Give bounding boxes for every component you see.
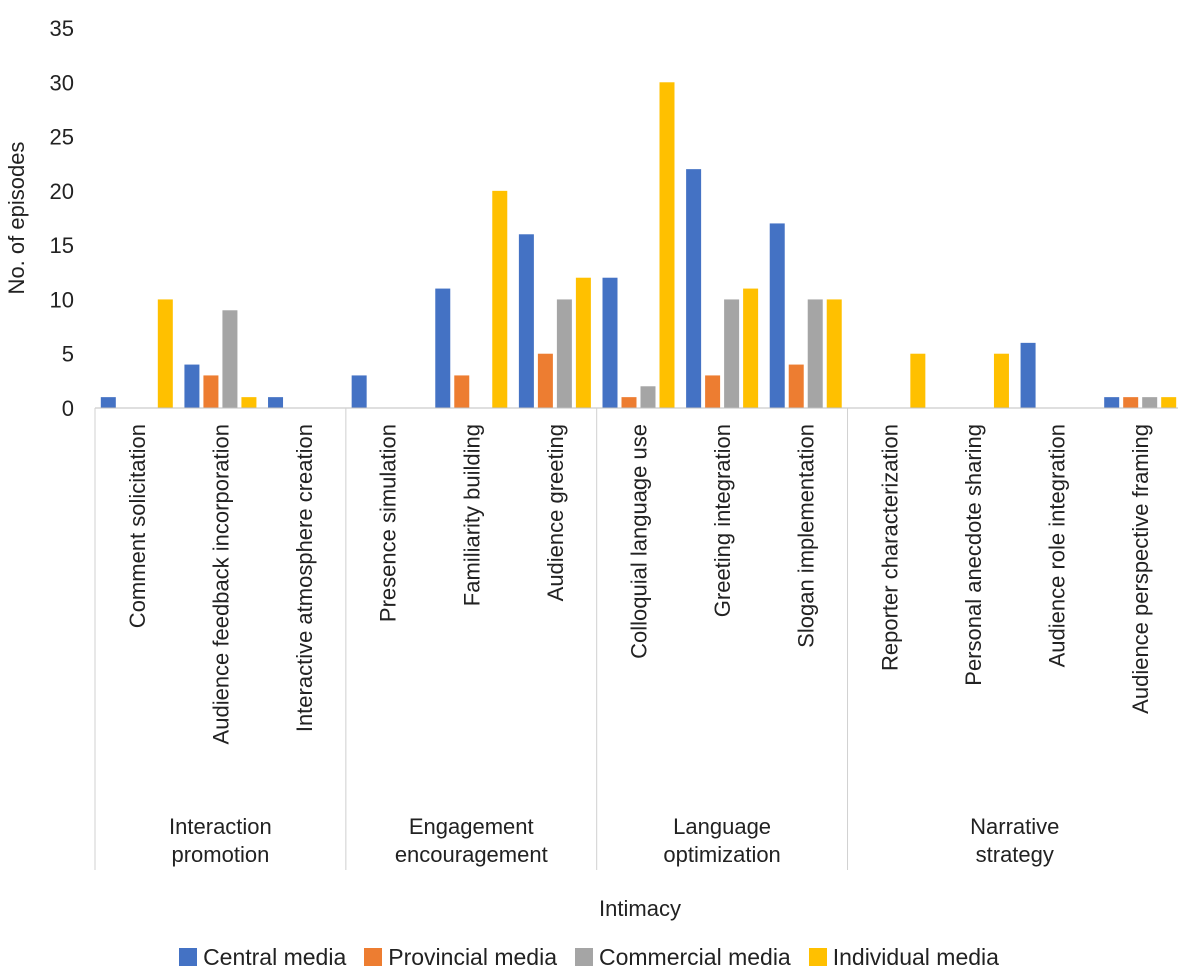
- group-label: Interaction promotion: [169, 814, 272, 867]
- legend-item: Provincial media: [364, 944, 557, 971]
- bar-provincial-media: [621, 397, 637, 408]
- bar-central-media: [686, 169, 702, 408]
- bar-central-media: [1020, 342, 1036, 408]
- x-tick-label: Audience perspective framing: [1128, 424, 1153, 714]
- x-tick-label: Personal anecdote sharing: [961, 424, 986, 686]
- bar-provincial-media: [705, 375, 721, 408]
- legend-swatch: [364, 948, 383, 966]
- x-tick-label: Reporter characterization: [877, 424, 902, 671]
- bar-central-media: [769, 223, 785, 408]
- legend-swatch: [179, 948, 198, 966]
- group-label-line: Engagement: [409, 814, 534, 839]
- group-label: Engagement encouragement: [395, 814, 548, 867]
- bar-individual-media: [826, 299, 842, 408]
- bar-central-media: [435, 288, 451, 408]
- group-label-line: strategy: [976, 842, 1054, 867]
- bar-commercial-media: [724, 299, 740, 408]
- x-tick-label: Colloquial language use: [627, 424, 652, 659]
- y-tick-label: 0: [62, 396, 74, 421]
- bar-individual-media: [157, 299, 173, 408]
- bar-individual-media: [743, 288, 759, 408]
- bar-provincial-media: [788, 364, 804, 408]
- bar-central-media: [100, 397, 116, 408]
- legend-label: Individual media: [832, 943, 999, 970]
- bar-provincial-media: [203, 375, 219, 408]
- bar-provincial-media: [537, 353, 553, 408]
- bar-commercial-media: [222, 310, 238, 408]
- legend-label: Central media: [203, 943, 347, 970]
- legend-item: Commercial media: [575, 944, 791, 971]
- x-tick-label: Slogan implementation: [794, 424, 819, 648]
- group-label: Language optimization: [663, 814, 780, 867]
- y-axis: 0 5 10 15 20 25 30 35: [50, 16, 74, 421]
- bar-commercial-media: [807, 299, 823, 408]
- x-tick-label: Audience greeting: [543, 424, 568, 601]
- bar-central-media: [351, 375, 367, 408]
- y-tick-label: 30: [50, 70, 74, 95]
- x-tick-label: Audience role integration: [1045, 424, 1070, 667]
- x-tick-label: Interactive atmosphere creation: [292, 424, 317, 732]
- group-label-line: Language: [673, 814, 771, 839]
- legend-item: Central media: [179, 944, 346, 971]
- x-tick-label: Comment solicitation: [125, 424, 150, 628]
- y-tick-label: 5: [62, 342, 74, 367]
- bar-central-media: [1104, 397, 1120, 408]
- bar-individual-media: [1161, 397, 1177, 408]
- bar-central-media: [184, 364, 200, 408]
- x-tick-label: Familiarity building: [459, 424, 484, 606]
- x-axis: Comment solicitation Audience feedback in…: [94, 407, 1178, 870]
- bar-commercial-media: [640, 386, 656, 408]
- bar-individual-media: [659, 82, 675, 409]
- legend-label: Provincial media: [388, 943, 557, 970]
- legend: Central media Provincial media Commercial …: [0, 942, 1178, 972]
- bar-individual-media: [575, 277, 591, 408]
- legend-swatch: [575, 948, 593, 966]
- bars: [100, 82, 1177, 409]
- group-label: Narrative strategy: [970, 814, 1059, 867]
- legend-item: Individual media: [808, 943, 999, 971]
- y-tick-label: 25: [50, 125, 74, 150]
- bar-central-media: [518, 234, 534, 408]
- bar-individual-media: [993, 353, 1009, 408]
- legend-swatch: [808, 948, 827, 966]
- bar-provincial-media: [454, 375, 470, 408]
- group-label-line: encouragement: [395, 842, 548, 867]
- x-tick-label: Presence simulation: [376, 424, 401, 622]
- bar-commercial-media: [1142, 397, 1158, 408]
- y-tick-label: 35: [50, 16, 74, 41]
- bar-individual-media: [910, 353, 926, 408]
- bar-commercial-media: [556, 299, 572, 408]
- group-label-line: Narrative: [970, 814, 1059, 839]
- x-tick-label: Greeting integration: [710, 424, 735, 617]
- x-axis-title: Intimacy: [599, 896, 681, 921]
- legend-label: Commercial media: [599, 943, 791, 970]
- group-label-line: promotion: [172, 842, 270, 867]
- bar-central-media: [602, 277, 618, 408]
- bar-provincial-media: [1123, 397, 1139, 408]
- y-axis-title: No. of episodes: [4, 142, 29, 295]
- group-label-line: optimization: [663, 842, 780, 867]
- y-tick-label: 10: [50, 287, 74, 312]
- group-label-line: Interaction: [169, 814, 272, 839]
- y-tick-label: 20: [50, 179, 74, 204]
- bar-individual-media: [241, 397, 257, 408]
- bar-individual-media: [492, 190, 508, 408]
- y-tick-label: 15: [50, 233, 74, 258]
- x-tick-label: Audience feedback incorporation: [208, 424, 233, 744]
- bar-central-media: [268, 397, 284, 408]
